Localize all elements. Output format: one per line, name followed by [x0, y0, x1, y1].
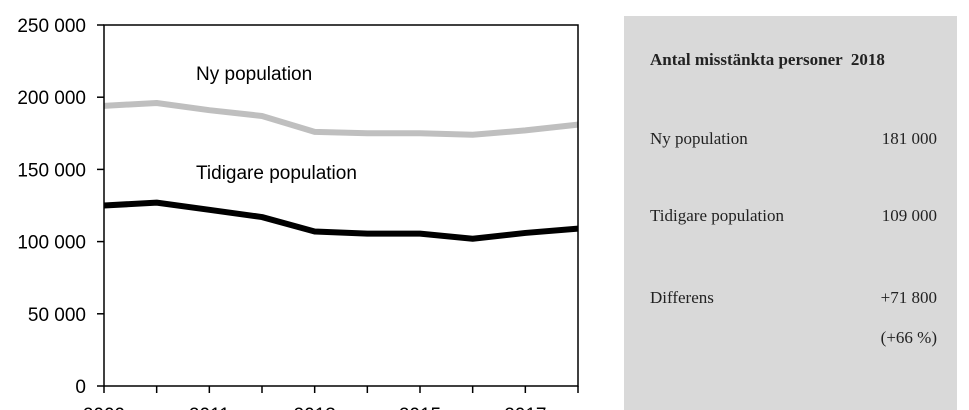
- panel-row-label: Tidigare population: [650, 206, 784, 225]
- x-tick-label: 2013: [294, 405, 336, 410]
- series-line-ny-population: [103, 99, 579, 138]
- y-tick-label: 0: [75, 377, 86, 398]
- panel-row-sub-value: (+66 %): [880, 328, 937, 347]
- y-tick-label: 100 000: [17, 233, 86, 254]
- y-tick-label: 200 000: [17, 88, 86, 109]
- x-axis-ticks: 2009 2011 2013 2015 2017: [83, 386, 579, 410]
- y-tick-label: 50 000: [28, 305, 86, 326]
- x-tick-label: 2015: [399, 405, 441, 410]
- panel-row-value: 181 000: [881, 129, 937, 148]
- line-chart: 0 50 000 100 000 150 000 200 000 250 000 2009…: [17, 16, 579, 410]
- y-tick-label: 250 000: [17, 16, 86, 37]
- series-line-tidigare-population: [103, 199, 579, 242]
- x-tick-label: 2009: [83, 405, 125, 410]
- panel-row-value: 109 000: [881, 206, 937, 225]
- x-tick-label: 2011: [189, 405, 230, 410]
- panel-row-label: Ny population: [650, 129, 748, 148]
- y-axis-ticks: 0 50 000 100 000 150 000 200 000 250 000: [17, 16, 104, 398]
- panel-row-label: Differens: [650, 288, 714, 307]
- summary-panel: Antal misstänkta personer 2018 Ny popula…: [624, 16, 957, 410]
- plot-frame: [103, 24, 579, 387]
- series-label-tidigare-population: Tidigare population: [196, 163, 357, 184]
- x-tick-label: 2017: [504, 405, 546, 410]
- panel-title: Antal misstänkta personer 2018: [650, 50, 885, 69]
- panel-row-value: +71 800: [880, 288, 937, 307]
- series-lines: [103, 99, 579, 242]
- series-label-ny-population: Ny population: [196, 64, 312, 85]
- y-tick-label: 150 000: [17, 160, 86, 181]
